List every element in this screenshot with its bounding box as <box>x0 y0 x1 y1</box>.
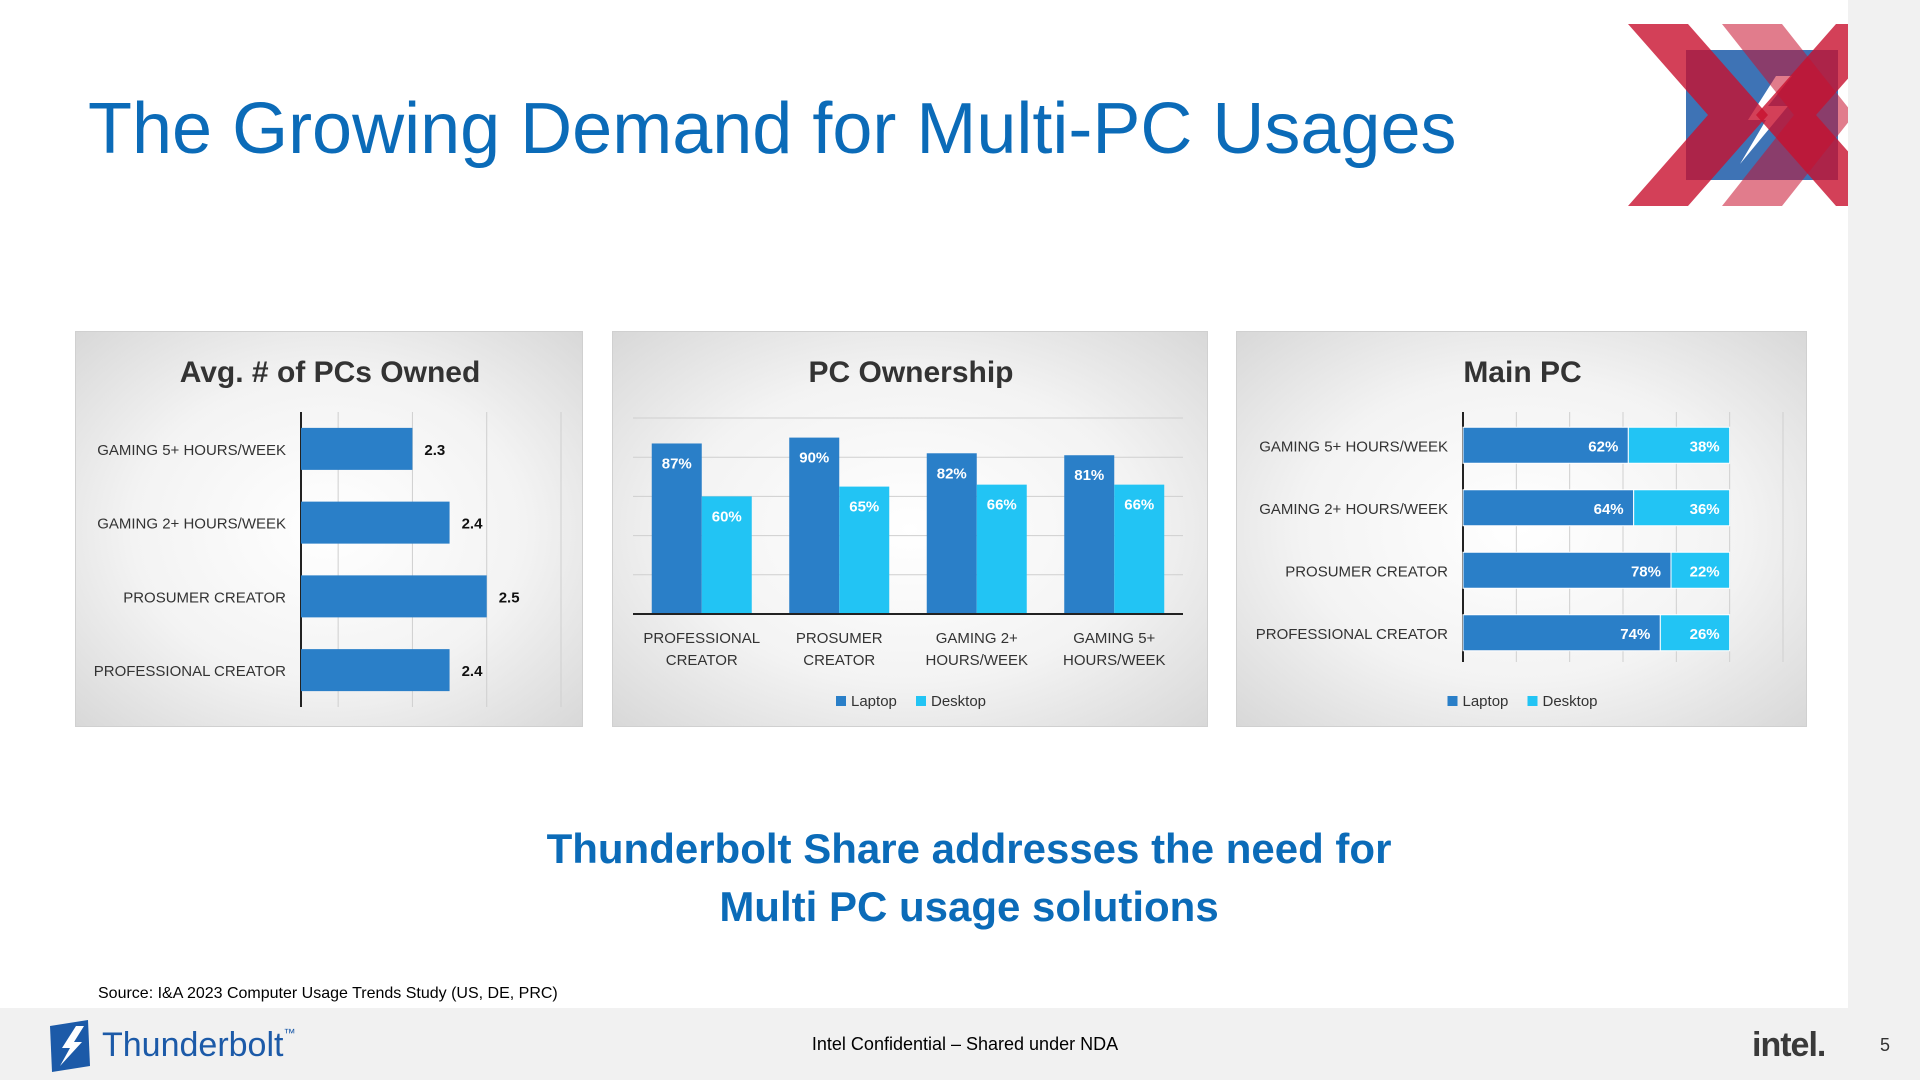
data-label: 2.5 <box>499 589 520 606</box>
category-label: PROSUMER <box>796 630 883 647</box>
data-label: 60% <box>712 508 742 525</box>
chart-title: Main PC <box>1463 356 1581 389</box>
data-label: 65% <box>849 499 879 516</box>
data-label: 66% <box>1124 497 1154 514</box>
slide-title: The Growing Demand for Multi-PC Usages <box>88 89 1457 169</box>
category-label: HOURS/WEEK <box>1063 652 1166 669</box>
intel-logo: intel. <box>1752 1026 1826 1064</box>
bar <box>701 496 752 614</box>
bar <box>1114 484 1165 614</box>
category-label: GAMING 2+ HOURS/WEEK <box>1259 501 1448 518</box>
legend-swatch <box>1447 696 1458 706</box>
category-label: GAMING 2+ HOURS/WEEK <box>97 516 286 533</box>
bar-segment <box>1462 489 1635 527</box>
bar <box>301 501 450 544</box>
tagline-line-2: Multi PC usage solutions <box>719 883 1219 930</box>
category-label: PROSUMER CREATOR <box>1285 563 1448 580</box>
page-number: 5 <box>1880 1035 1891 1055</box>
data-label: 2.4 <box>462 663 484 680</box>
legend-label: Desktop <box>1543 693 1598 710</box>
footer-brand: Thunderbolt™ <box>102 1026 295 1065</box>
confidential-notice: Intel Confidential – Shared under NDA <box>811 1034 1119 1054</box>
data-label: 87% <box>662 455 692 472</box>
legend-label: Desktop <box>931 693 986 710</box>
chart-panel-avg-pcs-owned: Avg. # of PCs Owned GAMING 5+ HOURS/WEEK 2… <box>75 331 583 727</box>
data-label: 38% <box>1690 438 1720 455</box>
bar-segment <box>1627 426 1731 464</box>
category-label: PROFESSIONAL CREATOR <box>94 663 286 680</box>
bar <box>301 427 413 470</box>
data-label: 78% <box>1631 563 1661 580</box>
bar-segment <box>1670 551 1731 589</box>
chart-panel-main-pc: Main PC GAMING 5+ HOURS/WEEK 62% 38% GAMING … <box>1236 331 1807 727</box>
tagline-line-1: Thunderbolt Share addresses the need for <box>546 825 1392 872</box>
bar-segment <box>1462 614 1661 652</box>
chart-pc-ownership: PC Ownership 87% 60% PROFESSIONAL CREATOR 90%… <box>633 356 1183 710</box>
footer-brand-trademark: ™ <box>283 1026 296 1040</box>
bar-segment <box>1633 489 1731 527</box>
category-label: GAMING 5+ HOURS/WEEK <box>1259 438 1448 455</box>
legend-swatch <box>836 696 846 706</box>
data-label: 74% <box>1620 626 1650 643</box>
bar <box>651 443 702 614</box>
data-label: 62% <box>1588 438 1618 455</box>
bar-segment <box>1659 614 1731 652</box>
chart-title: Avg. # of PCs Owned <box>180 356 481 389</box>
chart-main-pc: Main PC GAMING 5+ HOURS/WEEK 62% 38% GAMING … <box>1256 356 1784 710</box>
thunderbolt-x-logo-icon <box>1628 24 1896 206</box>
chart-title: PC Ownership <box>808 356 1013 389</box>
data-label: 90% <box>799 450 829 467</box>
legend-swatch <box>916 696 926 706</box>
category-label: PROFESSIONAL CREATOR <box>1256 626 1448 643</box>
data-label: 66% <box>987 497 1017 514</box>
bar <box>789 437 840 614</box>
thunderbolt-bolt-icon <box>50 1020 90 1072</box>
bar <box>301 649 450 692</box>
chart-panel-pc-ownership: PC Ownership 87% 60% PROFESSIONAL CREATOR 90%… <box>612 331 1208 727</box>
legend-label: Laptop <box>1463 693 1509 710</box>
source-note: Source: I&A 2023 Computer Usage Trends S… <box>98 985 558 1002</box>
bar <box>976 484 1027 614</box>
category-label: GAMING 2+ <box>936 630 1018 647</box>
data-label: 2.4 <box>462 516 484 533</box>
slide: The Growing Demand for Multi-PC Usages A… <box>75 24 1896 1002</box>
legend-label: Laptop <box>851 693 897 710</box>
category-label: PROSUMER CREATOR <box>123 589 286 606</box>
data-label: 22% <box>1690 563 1720 580</box>
category-label: PROFESSIONAL <box>643 630 760 647</box>
data-label: 64% <box>1594 501 1624 518</box>
bar-segment <box>1462 551 1672 589</box>
data-label: 2.3 <box>424 442 445 459</box>
footer <box>0 1008 1848 1080</box>
data-label: 82% <box>937 465 967 482</box>
chart-avg-pcs-owned: Avg. # of PCs Owned GAMING 5+ HOURS/WEEK 2… <box>94 356 562 707</box>
category-label: CREATOR <box>803 652 875 669</box>
right-margin-strip <box>1848 0 1920 1080</box>
legend-swatch <box>1527 696 1538 706</box>
category-label: HOURS/WEEK <box>925 652 1028 669</box>
bar <box>839 486 890 614</box>
tagline: Thunderbolt Share addresses the need for… <box>0 820 1920 936</box>
data-label: 81% <box>1074 467 1104 484</box>
category-label: CREATOR <box>666 652 738 669</box>
category-label: GAMING 5+ <box>1073 630 1155 647</box>
category-label: GAMING 5+ HOURS/WEEK <box>97 442 286 459</box>
bar <box>301 575 487 618</box>
bar <box>926 453 977 614</box>
bar <box>1064 455 1115 614</box>
data-label: 26% <box>1690 626 1720 643</box>
footer-brand-name: Thunderbolt <box>102 1026 284 1064</box>
bar-segment <box>1462 426 1629 464</box>
data-label: 36% <box>1690 501 1720 518</box>
